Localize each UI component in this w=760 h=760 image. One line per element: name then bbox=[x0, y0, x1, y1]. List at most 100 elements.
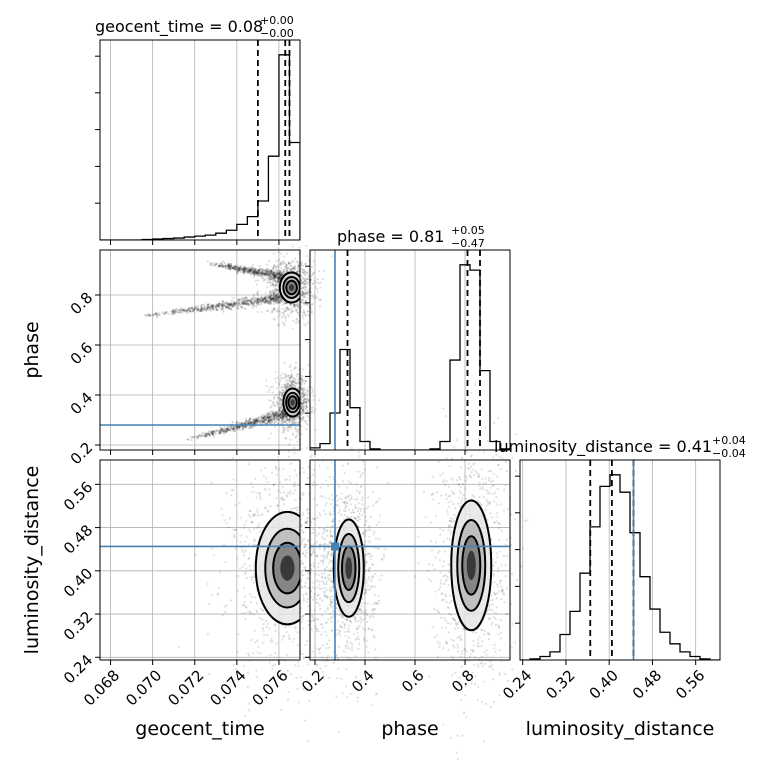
scatter-point bbox=[263, 301, 266, 305]
scatter-point bbox=[305, 244, 308, 248]
scatter-point bbox=[209, 309, 212, 312]
scatter-point bbox=[246, 652, 250, 655]
scatter-point bbox=[253, 527, 256, 530]
scatter-point bbox=[288, 365, 292, 369]
scatter-point bbox=[303, 537, 306, 541]
scatter-point bbox=[253, 629, 256, 632]
scatter-point bbox=[280, 316, 283, 319]
scatter-point bbox=[318, 305, 322, 308]
scatter-point bbox=[243, 540, 246, 543]
scatter-point bbox=[171, 310, 174, 313]
scatter-point bbox=[243, 301, 246, 304]
scatter-point bbox=[295, 304, 298, 307]
scatter-point bbox=[275, 296, 279, 299]
scatter-point bbox=[234, 504, 237, 507]
scatter-point bbox=[316, 586, 320, 589]
scatter-point bbox=[244, 303, 248, 306]
scatter-point bbox=[271, 419, 274, 422]
scatter-point bbox=[255, 283, 259, 286]
scatter-point bbox=[237, 302, 240, 305]
scatter-point bbox=[302, 513, 305, 517]
scatter-point bbox=[206, 582, 209, 586]
scatter-point bbox=[227, 262, 230, 265]
scatter-point bbox=[265, 620, 268, 623]
scatter-point bbox=[270, 299, 273, 302]
scatter-point bbox=[214, 305, 218, 308]
scatter-point bbox=[225, 491, 228, 495]
scatter-point bbox=[190, 310, 194, 313]
scatter-point bbox=[262, 279, 265, 282]
scatter-point bbox=[267, 300, 270, 304]
scatter-point bbox=[295, 430, 298, 433]
scatter-point bbox=[284, 478, 287, 482]
scatter-point bbox=[153, 313, 156, 316]
scatter-point bbox=[303, 545, 306, 548]
scatter-point bbox=[291, 418, 294, 421]
scatter-point bbox=[265, 295, 268, 298]
scatter-point bbox=[278, 481, 282, 484]
scatter-point bbox=[305, 549, 308, 552]
scatter-point bbox=[259, 514, 262, 517]
scatter-point bbox=[220, 304, 223, 307]
scatter-point bbox=[321, 572, 324, 575]
scatter-point bbox=[314, 429, 317, 432]
scatter-point bbox=[256, 279, 259, 282]
scatter-point bbox=[225, 522, 228, 525]
scatter-point bbox=[234, 305, 237, 308]
scatter-point bbox=[222, 432, 225, 435]
scatter-point bbox=[256, 302, 259, 305]
scatter-point bbox=[154, 311, 157, 315]
scatter-point bbox=[317, 562, 320, 565]
scatter-point bbox=[177, 308, 180, 312]
scatter-point bbox=[244, 549, 247, 552]
scatter-point bbox=[345, 639, 349, 642]
scatter-point bbox=[279, 374, 282, 378]
scatter-point bbox=[275, 381, 278, 384]
scatter-point bbox=[269, 274, 272, 277]
scatter-point bbox=[230, 494, 233, 497]
scatter-point bbox=[284, 264, 288, 267]
scatter-point bbox=[287, 634, 291, 637]
scatter-point bbox=[247, 462, 250, 466]
scatter-point bbox=[272, 410, 275, 413]
scatter-point bbox=[238, 426, 241, 429]
scatter-point bbox=[305, 271, 309, 275]
scatter-point bbox=[300, 528, 303, 532]
scatter-point bbox=[297, 417, 300, 420]
scatter-point bbox=[201, 307, 204, 311]
scatter-point bbox=[311, 547, 314, 550]
scatter-point bbox=[250, 612, 253, 616]
scatter-point bbox=[215, 430, 218, 433]
scatter-point bbox=[306, 291, 309, 294]
scatter-point bbox=[318, 464, 321, 467]
scatter-point bbox=[274, 295, 277, 298]
scatter-point bbox=[325, 534, 328, 537]
scatter-point bbox=[295, 373, 298, 376]
scatter-point bbox=[242, 299, 246, 303]
scatter-point bbox=[214, 308, 218, 311]
scatter-point bbox=[369, 552, 372, 556]
scatter-point bbox=[251, 263, 254, 267]
scatter-point bbox=[155, 313, 159, 317]
scatter-point bbox=[219, 302, 222, 305]
scatter-point bbox=[265, 299, 268, 302]
scatter-point bbox=[248, 418, 252, 421]
scatter-point bbox=[316, 663, 319, 666]
scatter-point bbox=[293, 481, 297, 484]
scatter-point bbox=[192, 436, 195, 439]
scatter-point bbox=[284, 319, 287, 322]
scatter-point bbox=[250, 521, 253, 524]
scatter-point bbox=[277, 276, 280, 279]
scatter-point bbox=[266, 263, 269, 266]
scatter-point bbox=[197, 304, 200, 308]
scatter-point bbox=[258, 616, 262, 619]
scatter-point bbox=[249, 268, 252, 271]
scatter-point bbox=[224, 267, 228, 270]
scatter-point bbox=[292, 492, 295, 495]
scatter-point bbox=[265, 633, 269, 636]
scatter-point bbox=[269, 422, 272, 425]
scatter-point bbox=[203, 306, 206, 309]
scatter-point bbox=[226, 302, 229, 306]
scatter-point bbox=[209, 304, 212, 307]
scatter-point bbox=[163, 312, 167, 315]
